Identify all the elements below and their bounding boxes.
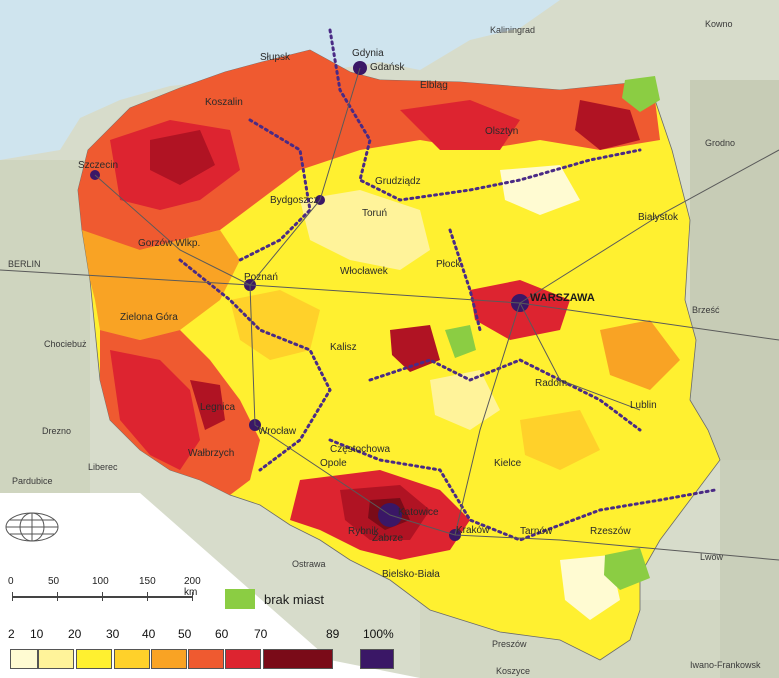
scale-bar: 0 50 100 150 200 km xyxy=(8,572,201,612)
scale-label-0: 0 xyxy=(8,576,14,587)
city-label-katowice: Katowice xyxy=(398,507,439,518)
place-label-lwow: Lwów xyxy=(700,552,724,562)
voivodeship-boundaries xyxy=(178,28,717,542)
city-label-rzeszow: Rzeszów xyxy=(590,526,631,537)
legend-swatch xyxy=(188,649,224,669)
city-label-czestochowa: Częstochowa xyxy=(330,444,390,455)
scale-tick xyxy=(57,592,58,601)
place-label-koszyce: Koszyce xyxy=(496,666,530,676)
city-label-torun: Toruń xyxy=(362,208,387,219)
legend-swatch xyxy=(151,649,187,669)
place-label-ostrawa: Ostrawa xyxy=(292,559,326,569)
legend-missing: brak miast xyxy=(225,589,324,609)
legend-class-label: 20 xyxy=(68,627,82,641)
city-label-legnica: Legnica xyxy=(200,402,235,413)
place-label-berlin: BERLIN xyxy=(8,259,41,269)
legend-class-label: 10 xyxy=(30,627,44,641)
city-label-plock: Płock xyxy=(436,259,461,270)
city-label-gdansk: Gdańsk xyxy=(370,62,405,73)
legend-class-label: 30 xyxy=(106,627,120,641)
legend-panel xyxy=(0,493,420,678)
legend-swatch xyxy=(76,649,112,669)
legend-full-label: 100% xyxy=(363,627,394,641)
legend-class-label: 40 xyxy=(142,627,156,641)
city-label-koszalin: Koszalin xyxy=(205,97,243,108)
scale-tick xyxy=(192,592,193,601)
scale-label-100: 100 xyxy=(92,576,109,587)
city-label-olsztyn: Olsztyn xyxy=(485,126,518,137)
city-label-grudziadz: Grudziądz xyxy=(375,176,421,187)
ukraine-land xyxy=(720,460,779,678)
scale-tick xyxy=(147,592,148,601)
legend-swatch xyxy=(225,649,261,669)
legend-swatch xyxy=(10,649,38,669)
place-label-liberec: Liberec xyxy=(88,462,118,472)
city-label-rybnik: Rybnik xyxy=(348,526,380,537)
germany-land xyxy=(0,160,90,500)
scale-tick xyxy=(12,592,13,601)
baltic-sea xyxy=(0,0,560,160)
place-label-iwano-frankowsk: Iwano-Frankowsk xyxy=(690,660,761,670)
city-label-gorzow: Gorzów Wlkp. xyxy=(138,238,200,249)
city-label-kalisz: Kalisz xyxy=(330,342,357,353)
legend-class-label: 2 xyxy=(8,627,15,641)
city-label-szczecin: Szczecin xyxy=(78,160,118,171)
city-label-warszawa: WARSZAWA xyxy=(530,292,595,304)
legend-class-label: 70 xyxy=(254,627,268,641)
foreign-labels: Kaliningrad Kowno Grodno BERLIN Brześć C… xyxy=(8,19,761,676)
scale-label-150: 150 xyxy=(139,576,156,587)
place-label-pardubice: Pardubice xyxy=(12,476,53,486)
city-label-poznan: Poznań xyxy=(244,272,278,283)
city-label-slupsk: Słupsk xyxy=(260,52,291,63)
scale-tick xyxy=(102,592,103,601)
place-label-kaliningrad: Kaliningrad xyxy=(490,25,535,35)
city-label-kielce: Kielce xyxy=(494,458,522,469)
place-label-preszow: Preszów xyxy=(492,639,527,649)
scale-label-200: 200 km xyxy=(184,576,201,598)
legend-class-label: 89 xyxy=(326,627,340,641)
city-label-zielona-gora: Zielona Góra xyxy=(120,312,178,323)
legend-swatch xyxy=(263,649,333,669)
globe-icon xyxy=(5,512,59,542)
city-label-wloclawek: Włocławek xyxy=(340,266,389,277)
place-label-brzesc: Brześć xyxy=(692,305,720,315)
city-label-wroclaw: Wrocław xyxy=(258,426,297,437)
city-label-zabrze: Zabrze xyxy=(372,533,404,544)
place-label-grodno: Grodno xyxy=(705,138,735,148)
road-network xyxy=(0,67,779,561)
city-label-krakow: Kraków xyxy=(456,525,490,536)
city-label-lublin: Lublin xyxy=(630,400,657,411)
legend-swatch xyxy=(38,649,74,669)
legend-missing-swatch xyxy=(225,589,255,609)
city-label-opole: Opole xyxy=(320,458,347,469)
city-label-tarnow: Tarnów xyxy=(520,526,553,537)
legend-missing-label: brak miast xyxy=(264,591,324,607)
city-labels: Słupsk Gdynia Gdańsk Koszalin Elbląg Ols… xyxy=(78,48,679,580)
legend-classes: 2 10 20 30 40 50 60 70 89 100% xyxy=(8,627,408,672)
scale-label-50: 50 xyxy=(48,576,60,587)
legend-swatch xyxy=(114,649,150,669)
poland-regions xyxy=(77,49,721,661)
city-label-elblag: Elbląg xyxy=(420,80,448,91)
city-label-gdynia: Gdynia xyxy=(352,48,384,59)
city-label-radom: Radom xyxy=(535,378,567,389)
city-label-bielsko-biala: Bielsko-Biała xyxy=(382,569,440,580)
legend-class-label: 60 xyxy=(215,627,229,641)
city-label-bialystok: Białystok xyxy=(638,212,679,223)
legend-class-label: 50 xyxy=(178,627,192,641)
place-label-chociebuz: Chociebuż xyxy=(44,339,87,349)
city-label-bydgoszcz: Bydgoszcz xyxy=(270,195,318,206)
belarus-land xyxy=(690,80,779,460)
city-label-walbrzych: Wałbrzych xyxy=(188,448,234,459)
place-label-kowno: Kowno xyxy=(705,19,733,29)
place-label-drezno: Drezno xyxy=(42,426,71,436)
legend-swatch-full xyxy=(360,649,394,669)
